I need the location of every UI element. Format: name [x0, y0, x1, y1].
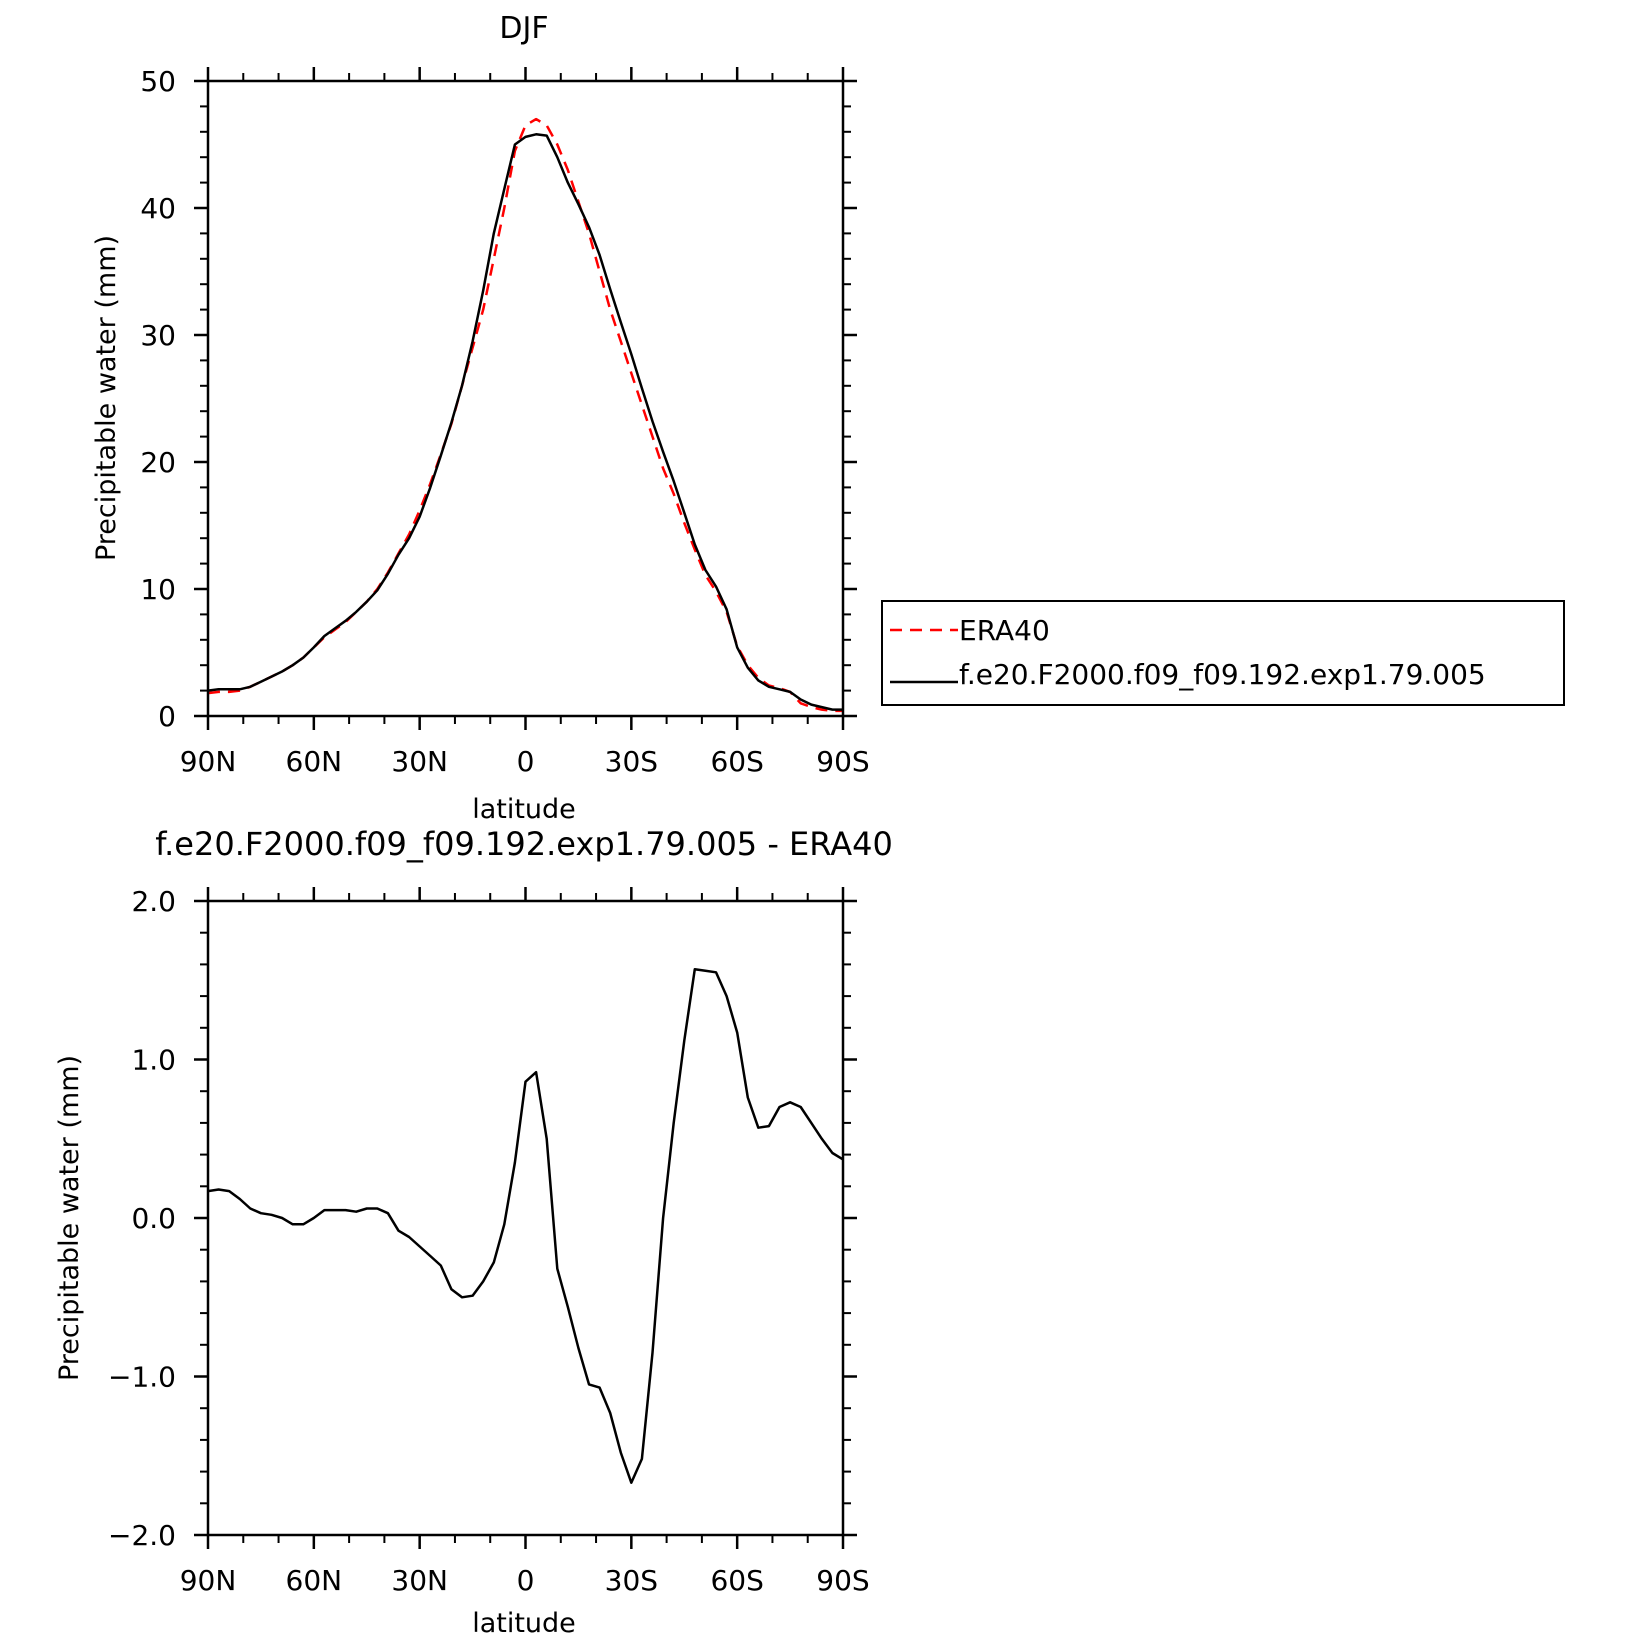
- x-tick-label: 60S: [710, 745, 763, 778]
- chart-top-frame: [206, 79, 845, 718]
- legend-label-model: f.e20.F2000.f09_f09.192.exp1.79.005: [959, 658, 1486, 691]
- chart-bottom-xlabel: latitude: [472, 1608, 576, 1639]
- y-tick-label: 0: [158, 700, 176, 733]
- x-tick-label: 90S: [816, 1564, 869, 1597]
- legend-label-era40: ERA40: [959, 614, 1050, 647]
- y-tick-label: 40: [140, 192, 176, 225]
- x-tick-label: 60N: [286, 745, 343, 778]
- y-tick-label: 0.0: [131, 1202, 176, 1235]
- y-tick-label: 50: [140, 65, 176, 98]
- y-tick-label: 10: [140, 573, 176, 606]
- series-line-top-1: [207, 133, 843, 711]
- y-tick-label: 2.0: [131, 885, 176, 918]
- chart-bottom-ylabel: Precipitable water (mm): [54, 1055, 85, 1381]
- chart-bottom-ticks: 90N 60N 30N 0 30S 60S 90S −2.0 −1.0 0.0 1.0 2.0: [108, 885, 870, 1597]
- y-tick-label: −1.0: [108, 1361, 176, 1394]
- chart-bottom-series: [207, 967, 844, 1484]
- y-tick-label: 20: [140, 446, 176, 479]
- x-tick-label: 30S: [605, 745, 658, 778]
- legend-box: [881, 600, 1565, 706]
- x-tick-label: 30N: [391, 1564, 448, 1597]
- x-tick-label: 0: [517, 745, 535, 778]
- chart-top-title: DJF: [499, 11, 548, 46]
- y-tick-label: 1.0: [131, 1044, 176, 1077]
- y-tick-label: −2.0: [108, 1519, 176, 1552]
- x-tick-label: 90N: [180, 1564, 237, 1597]
- x-tick-label: 90N: [180, 745, 237, 778]
- x-tick-label: 90S: [816, 745, 869, 778]
- chart-top-ylabel: Precipitable water (mm): [91, 235, 122, 561]
- legend: ERA40 f.e20.F2000.f09_f09.192.exp1.79.00…: [881, 600, 1565, 706]
- x-tick-label: 30S: [605, 1564, 658, 1597]
- chart-bottom-frame: [206, 899, 845, 1537]
- series-line-bottom-0: [207, 967, 844, 1484]
- series-line-top-0: [207, 117, 843, 713]
- chart-bottom-difference: f.e20.F2000.f09_f09.192.exp1.79.005 - ER…: [54, 825, 893, 1639]
- y-tick-label: 30: [140, 319, 176, 352]
- x-tick-label: 60N: [286, 1564, 343, 1597]
- chart-bottom-title: f.e20.F2000.f09_f09.192.exp1.79.005 - ER…: [155, 825, 893, 863]
- x-tick-label: 0: [517, 1564, 535, 1597]
- x-tick-label: 60S: [710, 1564, 763, 1597]
- chart-top-series: [207, 117, 843, 713]
- chart-top-ticks: 90N 60N 30N 0 30S 60S 90S 0 10 20 30 40 50: [140, 65, 869, 778]
- chart-top-djf: DJF latitude Precipitable water (mm) 90N…: [91, 11, 870, 825]
- x-tick-label: 30N: [391, 745, 448, 778]
- chart-top-xlabel: latitude: [472, 794, 576, 825]
